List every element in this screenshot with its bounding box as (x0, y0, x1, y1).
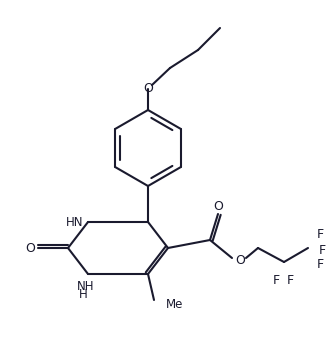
Text: O: O (235, 254, 245, 266)
Text: O: O (213, 199, 223, 213)
Text: F: F (317, 227, 324, 241)
Text: NH: NH (77, 280, 95, 292)
Text: F: F (287, 273, 293, 287)
Text: O: O (25, 241, 35, 255)
Text: H: H (79, 288, 87, 300)
Text: F: F (319, 243, 326, 257)
Text: O: O (143, 82, 153, 96)
Text: Me: Me (166, 297, 183, 311)
Text: F: F (273, 273, 280, 287)
Text: F: F (317, 258, 324, 270)
Text: HN: HN (66, 216, 84, 228)
